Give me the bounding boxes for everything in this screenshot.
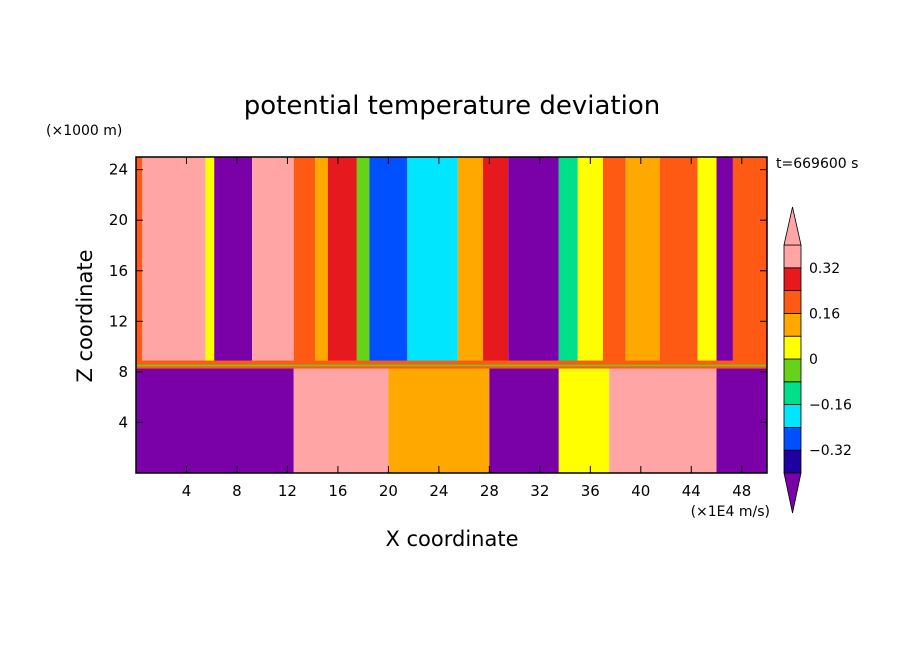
upper-column-20 <box>716 157 733 366</box>
colorbar-bin-3 <box>783 381 802 405</box>
upper-column-5 <box>293 157 316 366</box>
colorbar-label-3: −0.16 <box>809 398 852 414</box>
upper-column-12 <box>483 157 509 366</box>
y-axis-label: Z coordinate <box>73 249 97 382</box>
y-axis-ticks: 4 8 12 16 20 24 <box>109 161 767 431</box>
upper-column-16 <box>602 157 626 366</box>
x-tick-label-16: 16 <box>328 482 347 500</box>
colorbar-bin-2 <box>783 404 802 428</box>
colorbar-bin-6 <box>783 312 802 337</box>
upper-column-9 <box>369 157 408 366</box>
y-tick-label-20: 20 <box>109 211 128 229</box>
x-tick-label-32: 32 <box>530 482 549 500</box>
lower-region-0 <box>136 365 294 473</box>
upper-column-2 <box>205 157 215 366</box>
x-tick-label-44: 44 <box>682 482 701 500</box>
lower-region-5 <box>609 365 717 473</box>
upper-column-0 <box>136 157 143 366</box>
y-tick-label-16: 16 <box>109 262 128 280</box>
upper-column-3 <box>214 157 253 366</box>
colorbar-bin-4 <box>783 358 802 383</box>
x-tick-label-8: 8 <box>232 482 242 500</box>
interface-band <box>136 360 767 369</box>
x-axis-ticks: 4 8 12 16 20 24 28 32 36 40 44 48 <box>182 157 751 500</box>
y-tick-label-24: 24 <box>109 161 128 179</box>
y-tick-label-12: 12 <box>109 312 128 330</box>
colorbar-bin-7 <box>783 290 802 314</box>
y-tick-label-4: 4 <box>118 413 128 431</box>
lower-region-6 <box>716 365 767 473</box>
x-tick-label-20: 20 <box>379 482 398 500</box>
colorbar-extend-top <box>783 206 802 246</box>
y-unit-label: (×1000 m) <box>46 123 122 139</box>
colorbar-extend-bottom <box>783 472 802 514</box>
chart-title: potential temperature deviation <box>244 91 660 121</box>
plot-area <box>135 156 768 474</box>
lower-region-1 <box>293 365 389 473</box>
lower-region-2 <box>388 365 490 473</box>
colorbar-bin-5 <box>783 335 802 360</box>
upper-column-17 <box>625 157 660 366</box>
upper-column-7 <box>327 157 357 366</box>
colorbar-label-1: 0.16 <box>809 306 840 322</box>
upper-column-4 <box>252 157 294 366</box>
x-unit-label: (×1E4 m/s) <box>691 504 770 520</box>
y-tick-label-8: 8 <box>118 363 128 381</box>
colorbar-bin-9 <box>783 244 802 269</box>
colorbar-label-2: 0 <box>809 352 818 368</box>
colorbar-bin-8 <box>783 267 802 291</box>
upper-column-21 <box>732 157 767 366</box>
x-tick-label-12: 12 <box>278 482 297 500</box>
upper-column-8 <box>356 157 370 366</box>
x-tick-label-40: 40 <box>631 482 650 500</box>
upper-column-6 <box>315 157 328 366</box>
x-axis-label: X coordinate <box>385 527 518 551</box>
colorbar-bin-0 <box>783 449 802 474</box>
upper-column-19 <box>697 157 717 366</box>
upper-column-15 <box>577 157 603 366</box>
upper-column-13 <box>508 157 559 366</box>
upper-column-11 <box>457 157 484 366</box>
upper-column-14 <box>558 157 578 366</box>
upper-column-18 <box>659 157 698 366</box>
x-tick-label-4: 4 <box>182 482 192 500</box>
colorbar-bin-1 <box>783 426 802 451</box>
x-tick-label-28: 28 <box>480 482 499 500</box>
plot-frame <box>135 156 768 474</box>
lower-region-3 <box>489 365 559 473</box>
upper-column-10 <box>407 157 458 366</box>
time-label: t=669600 s <box>776 156 858 172</box>
x-tick-label-48: 48 <box>732 482 751 500</box>
x-tick-label-24: 24 <box>429 482 448 500</box>
colorbar: 0.32 0.16 0 −0.16 −0.32 <box>783 206 852 514</box>
colorbar-label-4: −0.32 <box>809 443 852 459</box>
lower-region-4 <box>558 365 610 473</box>
x-tick-label-36: 36 <box>581 482 600 500</box>
upper-column-1 <box>142 157 206 366</box>
colorbar-label-0: 0.32 <box>809 261 840 277</box>
